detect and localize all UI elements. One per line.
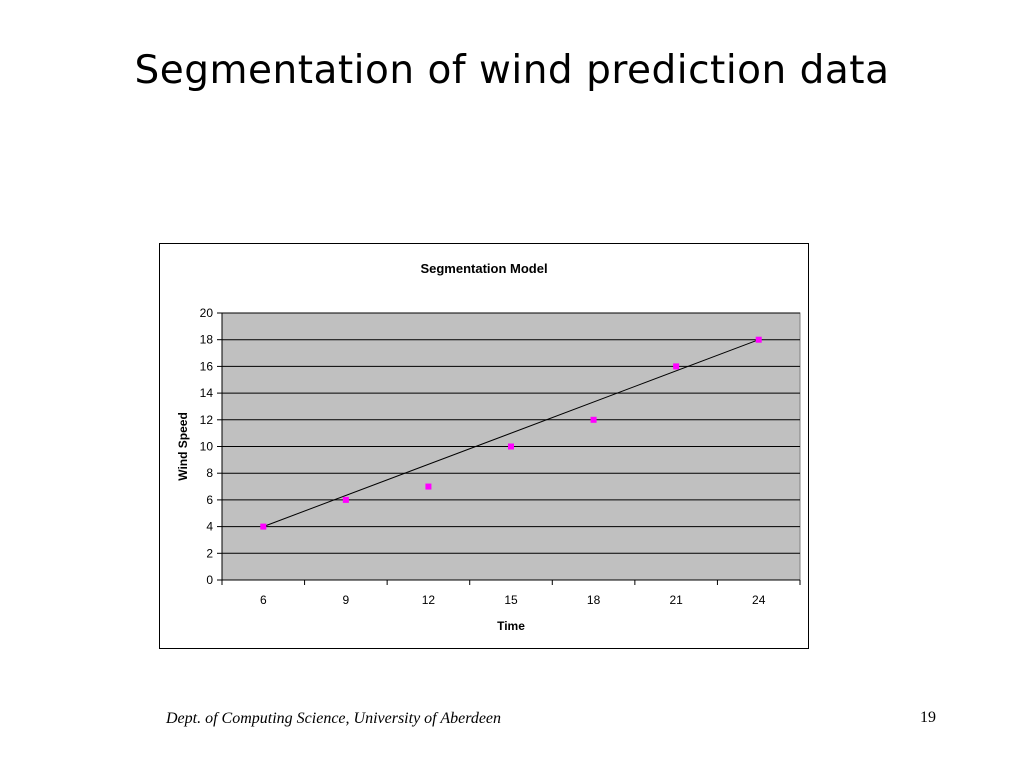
x-tick-labels: 6 9 12 15 18 21 24 — [260, 593, 766, 607]
data-point — [673, 363, 680, 370]
x-tick-label: 12 — [422, 593, 436, 607]
axes — [217, 312, 801, 585]
data-point — [342, 496, 349, 503]
gridlines — [222, 312, 800, 554]
trend-line — [263, 339, 759, 528]
y-tick-label: 10 — [200, 440, 214, 454]
chart-title: Segmentation Model — [420, 261, 547, 276]
y-axis-label: Wind Speed — [176, 412, 190, 481]
y-tick-label: 16 — [200, 359, 214, 373]
x-tick-label: 15 — [504, 593, 518, 607]
x-tick-label: 6 — [260, 593, 267, 607]
data-point — [590, 416, 597, 423]
y-tick-label: 20 — [200, 306, 214, 320]
data-point — [260, 523, 267, 530]
y-tick-label: 6 — [206, 493, 213, 507]
x-tick-label: 9 — [343, 593, 350, 607]
y-tick-label: 18 — [200, 333, 214, 347]
y-tick-label: 8 — [206, 466, 213, 480]
data-point — [425, 483, 432, 490]
footer-department: Dept. of Computing Science, University o… — [166, 710, 502, 727]
data-point — [508, 443, 514, 450]
y-tick-label: 4 — [206, 520, 213, 534]
data-points — [260, 336, 762, 530]
x-axis-label: Time — [497, 619, 525, 633]
x-tick-label: 24 — [752, 593, 766, 607]
slide-title: Segmentation of wind prediction data — [134, 48, 890, 93]
page-number: 19 — [920, 709, 936, 726]
y-tick-label: 12 — [200, 413, 214, 427]
y-tick-label: 0 — [206, 573, 213, 587]
y-tick-labels: 0 2 4 6 8 10 12 14 16 18 20 — [200, 306, 214, 587]
x-tick-label: 21 — [669, 593, 683, 607]
y-tick-label: 2 — [206, 546, 213, 560]
x-tick-label: 18 — [587, 593, 601, 607]
y-tick-label: 14 — [200, 386, 214, 400]
data-point — [755, 336, 762, 343]
